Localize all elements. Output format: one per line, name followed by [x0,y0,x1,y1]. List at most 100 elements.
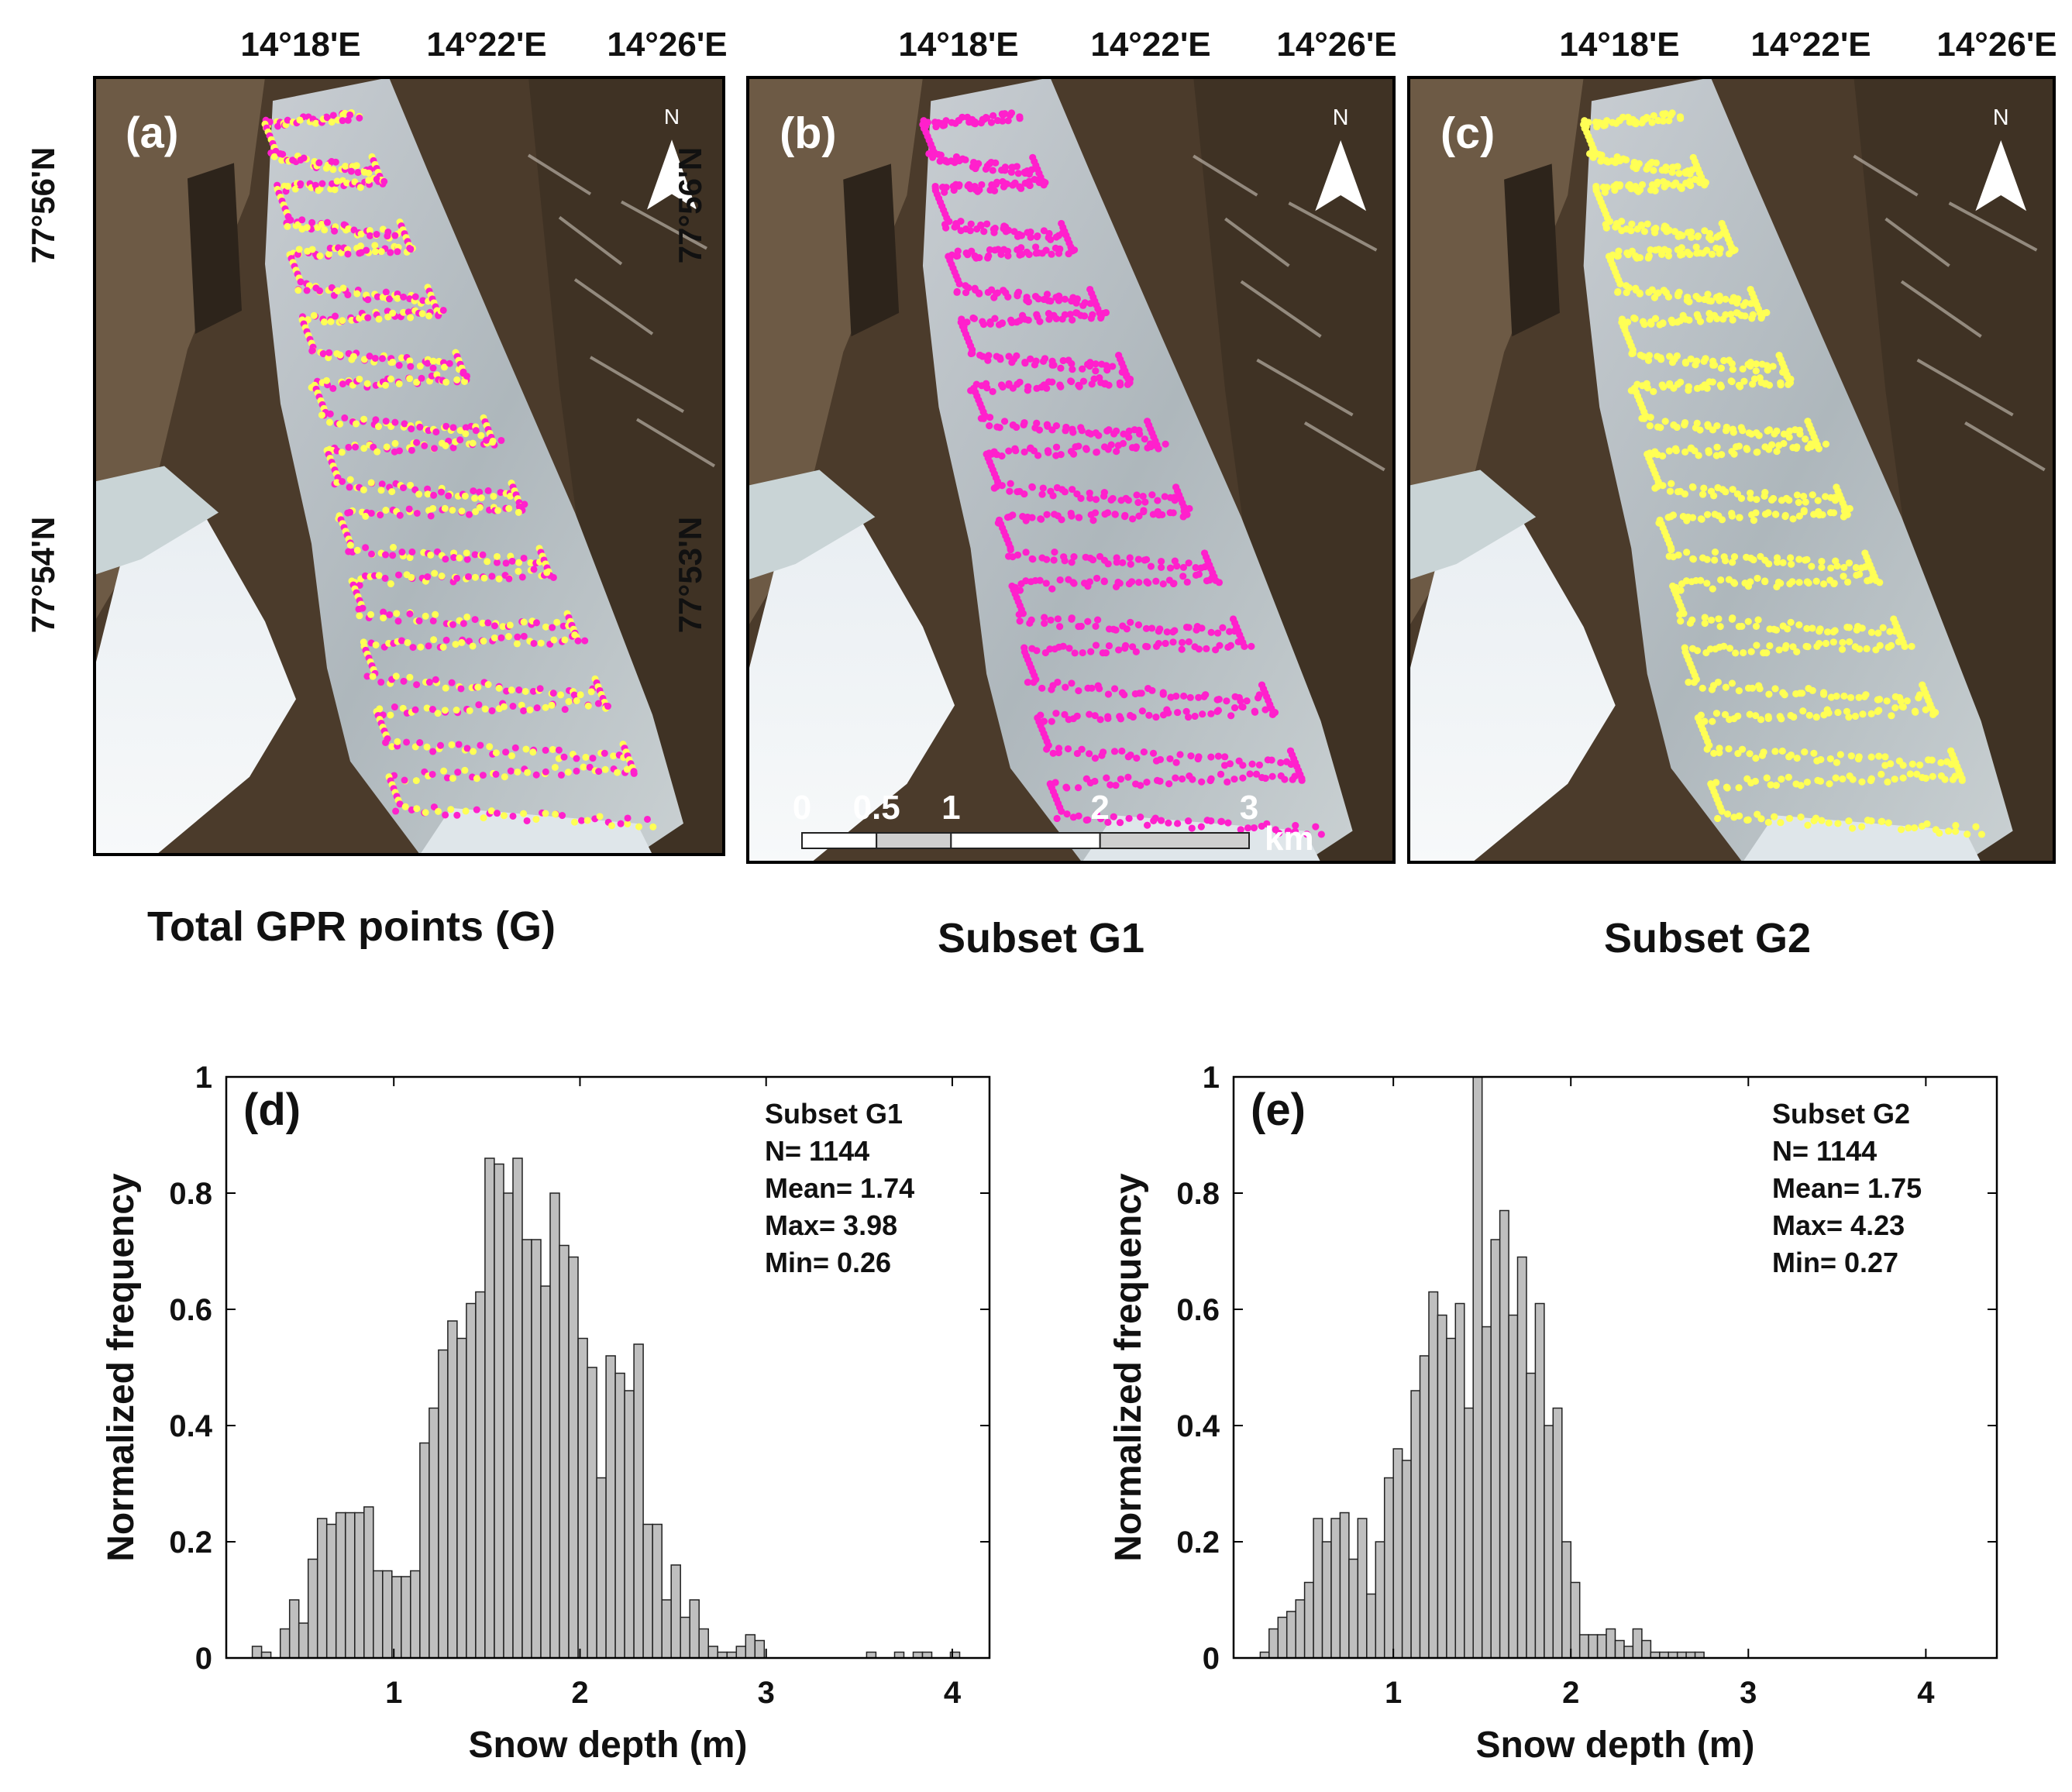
gpr-point [1887,641,1895,649]
gpr-point [1754,574,1761,582]
gpr-point [378,480,386,488]
gpr-point [370,443,377,451]
gpr-point [1038,684,1046,692]
gpr-point [1683,517,1691,525]
gpr-point [1119,559,1127,566]
gpr-point [1046,645,1054,653]
gpr-point [319,350,327,358]
gpr-point [1185,624,1193,631]
gpr-point [1652,159,1660,167]
gpr-point [1688,483,1697,490]
gpr-point [1091,712,1099,720]
gpr-point [595,768,603,776]
gpr-point [323,377,330,384]
gpr-point [1651,315,1660,322]
gpr-point [373,293,381,301]
gpr-point [596,813,604,820]
gpr-point [1829,509,1838,517]
gpr-point [442,442,449,449]
histogram-bar [1516,1256,1527,1659]
gpr-point [1128,515,1137,523]
gpr-point [1764,818,1772,826]
gpr-point [356,114,363,122]
gpr-point [1129,713,1137,721]
gpr-point [1082,445,1090,453]
histogram-bar [521,1239,532,1659]
gpr-point [1638,414,1646,422]
gpr-point [1867,775,1875,782]
gpr-point [1143,821,1151,829]
gpr-point [1730,552,1739,561]
gpr-point [1709,378,1716,386]
gpr-point [532,815,540,823]
gpr-point [1899,762,1907,769]
gpr-point [345,225,353,232]
gpr-point [480,814,487,822]
gpr-point [1049,749,1057,757]
gpr-point [312,119,320,127]
gpr-point [550,636,558,644]
gpr-point [1052,233,1060,241]
gpr-point [336,420,344,428]
gpr-point [303,224,311,232]
gpr-point [364,296,372,304]
gpr-point [1647,414,1654,421]
gpr-point [1016,115,1024,122]
gpr-point [1156,755,1165,763]
gpr-point [1789,515,1797,523]
gpr-point [1710,311,1719,319]
gpr-point [396,511,404,519]
gpr-point [1687,355,1695,363]
histogram-bar [1588,1634,1599,1659]
longitude-tick-label: 14°26'E [607,26,727,64]
gpr-point [986,320,994,328]
gpr-point [1643,220,1651,228]
gpr-point [391,439,399,447]
gpr-point [1125,427,1133,435]
histogram-bar [680,1616,690,1659]
histogram-bar [1321,1541,1332,1659]
gpr-point [1819,580,1828,588]
gpr-point [453,574,461,582]
gpr-point [1681,490,1689,498]
gpr-point [1227,641,1234,649]
gpr-point [1207,753,1215,761]
gpr-point [1723,423,1730,431]
gpr-point [407,363,415,370]
gpr-point [985,352,993,359]
gpr-point [1720,642,1728,650]
gpr-point [1141,435,1148,443]
histogram-bar [494,1163,504,1659]
map-panel-a: (a) N [95,77,724,855]
gpr-point [1121,645,1129,652]
scale-bar-tick: 2 [1090,789,1109,827]
gpr-point [1647,246,1654,254]
gpr-point [1725,745,1733,753]
gpr-point [1185,559,1193,567]
gpr-point [1096,716,1104,724]
gpr-point [492,749,500,757]
gpr-point [1298,776,1306,784]
gpr-point [1148,686,1156,694]
gpr-point [1709,585,1716,593]
longitude-tick-label: 14°18'E [1559,26,1679,64]
gpr-point [1693,249,1701,257]
gpr-point [581,637,589,645]
gpr-point [542,768,549,776]
gpr-point [329,166,337,174]
gpr-point [409,644,417,652]
gpr-point [388,488,396,496]
gpr-point [1155,628,1163,635]
gpr-point [542,623,549,631]
bars [251,1157,961,1659]
gpr-point [1248,760,1256,768]
gpr-point [1684,248,1692,256]
gpr-point [1172,774,1179,782]
gpr-point [1668,546,1675,554]
gpr-point [463,745,471,752]
gpr-point [1055,249,1063,257]
gpr-point [1958,776,1966,784]
gpr-point [1785,773,1792,781]
gpr-point [373,230,380,239]
